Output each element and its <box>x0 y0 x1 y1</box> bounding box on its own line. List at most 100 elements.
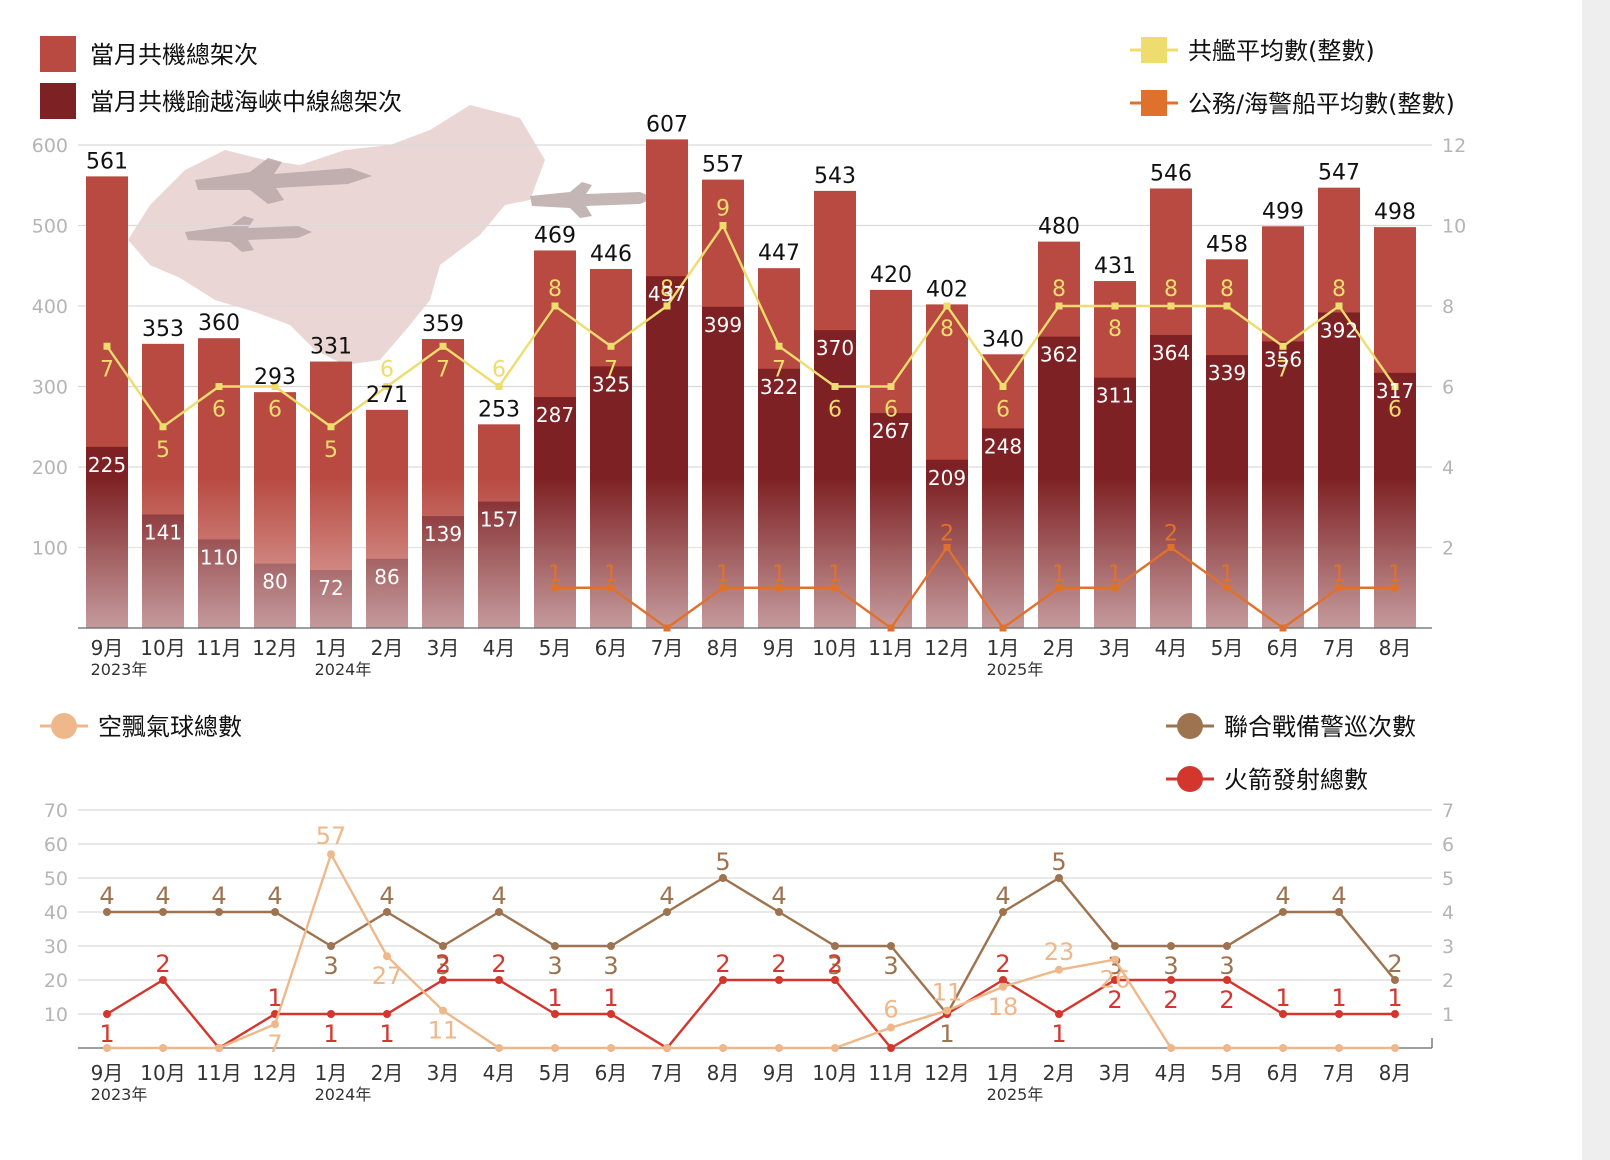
patrol-point <box>1279 908 1287 916</box>
bar-total-label: 458 <box>1206 232 1248 257</box>
x-month-label: 11月 <box>196 636 241 660</box>
coastguard-label: 1 <box>716 562 730 587</box>
top-y-tick-left: 300 <box>32 377 68 399</box>
x-month-label: 5月 <box>539 636 572 660</box>
coastguard-label: 1 <box>772 562 786 587</box>
warship-point <box>1279 342 1287 350</box>
bar-total-label: 359 <box>422 312 464 337</box>
patrol-label: 4 <box>99 882 114 910</box>
bar-total-label: 420 <box>870 263 912 288</box>
patrol-label: 4 <box>379 882 394 910</box>
bar-crossing-label: 325 <box>592 372 630 396</box>
bar-total-label: 353 <box>142 317 184 342</box>
coastguard-point <box>943 544 951 551</box>
warship-point <box>663 302 671 310</box>
bar-crossing-label: 110 <box>200 545 238 569</box>
legend-warship-marker <box>1141 37 1167 63</box>
patrol-label: 1 <box>939 1020 954 1048</box>
jet-silhouettes <box>185 158 654 252</box>
missile-label: 1 <box>1275 984 1290 1012</box>
patrol-label: 4 <box>491 882 506 910</box>
missile-label: 1 <box>547 984 562 1012</box>
missile-point <box>1055 1010 1063 1018</box>
warship-line <box>106 223 1396 429</box>
warship-point <box>775 342 783 350</box>
patrol-label: 5 <box>715 848 730 876</box>
patrol-label: 4 <box>267 882 282 910</box>
bar-crossing-label: 339 <box>1208 361 1246 385</box>
balloon-point <box>1279 1044 1287 1052</box>
bar-crossing-label: 248 <box>984 434 1022 458</box>
missile-label: 1 <box>1387 984 1402 1012</box>
warship-point <box>943 302 951 310</box>
top-y-tick-right: 10 <box>1442 216 1466 238</box>
bar-total-label: 402 <box>926 277 968 302</box>
missile-label: 1 <box>99 1020 114 1048</box>
balloon-label: 11 <box>932 979 963 1007</box>
bottom-y-tick-left: 40 <box>44 902 68 924</box>
missile-point <box>1167 976 1175 984</box>
warship-point <box>215 383 223 390</box>
warship-label: 6 <box>828 398 842 423</box>
missile-label: 1 <box>379 1020 394 1048</box>
bar-crossing-label: 370 <box>816 336 854 360</box>
top-y-tick-left: 600 <box>32 135 68 157</box>
missile-point <box>439 976 447 984</box>
coastguard-label: 1 <box>1108 562 1122 587</box>
patrol-label: 4 <box>211 882 226 910</box>
x-month-label: 3月 <box>427 636 460 660</box>
x-month-label: 4月 <box>1155 636 1188 660</box>
bar-total-label: 557 <box>702 153 744 178</box>
patrol-point <box>887 942 895 950</box>
balloon-point <box>1055 965 1063 974</box>
balloon-point <box>1167 1044 1175 1052</box>
legend-balloon-label: 空飄氣球總數 <box>98 713 242 741</box>
balloon-point <box>943 1006 951 1015</box>
bar-total-label: 499 <box>1262 199 1304 224</box>
coastguard-label: 1 <box>1052 562 1066 587</box>
balloon-label: 23 <box>1044 938 1075 966</box>
balloon-label: 11 <box>428 1017 459 1045</box>
warship-point <box>439 342 447 350</box>
balloon-point <box>327 850 335 859</box>
warship-point <box>607 342 615 350</box>
missile-point <box>775 976 783 984</box>
x-month-label: 9月 <box>763 636 796 660</box>
x-month-label: 8月 <box>707 636 740 660</box>
bar-total-label: 469 <box>534 223 576 248</box>
warship-label: 8 <box>1220 277 1234 302</box>
x-month-label: 4月 <box>1155 1061 1188 1085</box>
x-year-label: 2024年 <box>315 1085 372 1104</box>
warship-label: 6 <box>1388 398 1402 423</box>
legend-balloon-marker <box>51 713 77 739</box>
x-month-label: 7月 <box>651 636 684 660</box>
x-month-label: 8月 <box>1379 636 1412 660</box>
bar-crossing-label: 209 <box>928 466 966 490</box>
missile-point <box>1223 976 1231 984</box>
warship-label: 7 <box>772 357 786 382</box>
missile-point <box>159 976 167 984</box>
warship-point <box>495 383 503 390</box>
bar-total-label: 498 <box>1374 200 1416 225</box>
warship-label: 8 <box>1332 277 1346 302</box>
bottom-y-tick-left: 50 <box>44 868 68 890</box>
missile-label: 1 <box>267 984 282 1012</box>
patrol-point <box>495 908 503 916</box>
x-month-label: 12月 <box>924 636 969 660</box>
bottom-y-tick-left: 20 <box>44 970 68 992</box>
top-y-tick-right: 2 <box>1442 538 1454 560</box>
balloon-point <box>495 1044 503 1052</box>
coastguard-line <box>555 545 1395 630</box>
x-month-label: 4月 <box>483 1061 516 1085</box>
bar-crossing-label: 287 <box>536 403 574 427</box>
missile-label: 2 <box>1107 986 1122 1014</box>
bar-crossing-label: 267 <box>872 419 910 443</box>
warship-point <box>383 383 391 390</box>
warship-label: 6 <box>492 358 506 383</box>
warship-point <box>1111 302 1119 310</box>
x-month-label: 2月 <box>1043 636 1076 660</box>
warship-point <box>551 302 559 310</box>
patrol-label: 4 <box>659 882 674 910</box>
x-month-label: 12月 <box>252 636 297 660</box>
bottom-y-tick-right: 5 <box>1442 868 1454 890</box>
